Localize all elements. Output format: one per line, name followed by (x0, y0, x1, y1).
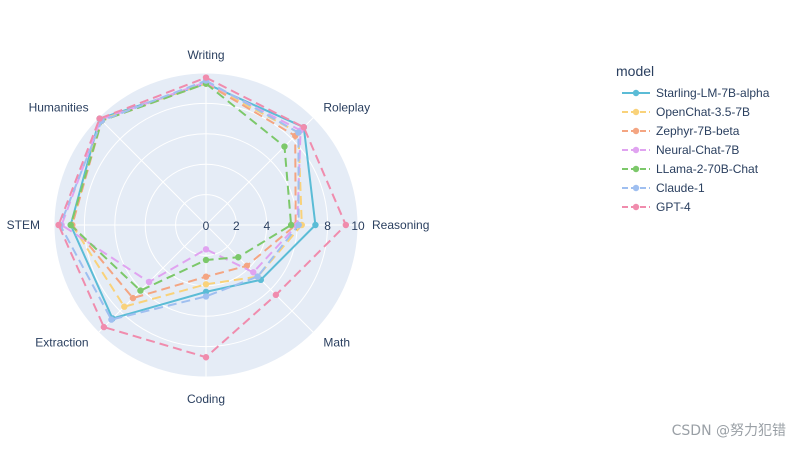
legend-item[interactable]: Starling-LM-7B-alpha (622, 86, 770, 100)
axis-label-math: Math (323, 335, 350, 349)
legend-label: Starling-LM-7B-alpha (656, 86, 770, 100)
legend-swatch-marker (632, 165, 640, 173)
legend-label: GPT-4 (656, 200, 691, 214)
data-point (287, 221, 295, 229)
legend-item[interactable]: OpenChat-3.5-7B (622, 105, 750, 119)
legend-swatch-marker (632, 146, 640, 154)
data-point (202, 256, 210, 264)
data-point (272, 291, 280, 299)
radial-tick-label: 4 (263, 219, 270, 233)
axis-label-stem: STEM (7, 218, 40, 232)
legend-swatch-marker (632, 127, 640, 135)
data-point (281, 143, 288, 150)
axis-label-roleplay: Roleplay (323, 101, 370, 115)
data-point (250, 269, 257, 276)
data-point (300, 123, 308, 131)
legend-item[interactable]: Claude-1 (622, 181, 705, 195)
data-point (235, 254, 242, 261)
axis-label-writing: Writing (187, 48, 224, 62)
legend-label: LLama-2-70B-Chat (656, 162, 759, 176)
data-point (202, 273, 210, 280)
legend-swatch-marker (632, 184, 640, 192)
legend-item[interactable]: LLama-2-70B-Chat (622, 162, 759, 176)
grid-spoke (98, 117, 207, 226)
series-gpt-4 (55, 74, 350, 361)
radial-tick-label: 10 (351, 219, 365, 233)
data-point (202, 74, 210, 81)
legend-label: Neural-Chat-7B (656, 143, 739, 157)
legend-item[interactable]: Neural-Chat-7B (622, 143, 739, 157)
grid-spoke (98, 224, 207, 333)
series-group (55, 74, 350, 361)
series-line (60, 81, 302, 284)
data-point (202, 293, 210, 300)
axis-label-extraction: Extraction (35, 335, 88, 349)
data-point (96, 115, 103, 122)
axis-label-reasoning: Reasoning (372, 218, 429, 232)
data-point (129, 294, 137, 302)
data-point (67, 221, 74, 229)
data-point (295, 221, 302, 229)
data-point (342, 221, 350, 229)
data-point (137, 287, 144, 294)
series-llama-2-70b-chat (67, 80, 295, 294)
data-point (202, 354, 210, 361)
legend-swatch-marker (632, 108, 640, 116)
data-point (145, 278, 153, 286)
legend-swatch-marker (632, 89, 640, 97)
data-point (55, 221, 62, 229)
legend-title: model (616, 63, 654, 79)
legend-label: Zephyr-7B-beta (656, 124, 740, 138)
watermark: CSDN @努力犯错 (671, 423, 786, 439)
data-point (108, 316, 115, 323)
data-point (202, 246, 210, 253)
data-point (202, 281, 210, 288)
axis-label-humanities: Humanities (29, 101, 89, 115)
legend-item[interactable]: Zephyr-7B-beta (622, 124, 740, 138)
data-point (121, 303, 128, 310)
legend-label: Claude-1 (656, 181, 705, 195)
radial-tick-label: 0 (203, 219, 210, 233)
data-point (254, 273, 261, 280)
axis-label-coding: Coding (187, 392, 225, 406)
legend-swatch-marker (632, 203, 640, 211)
data-point (100, 323, 108, 331)
legend-item[interactable]: GPT-4 (622, 200, 691, 214)
legend-label: OpenChat-3.5-7B (656, 105, 750, 119)
radial-tick-label: 2 (233, 219, 240, 233)
angular-axis-labels: Writing Roleplay Reasoning Math Coding Extrac… (7, 48, 430, 406)
data-point (295, 129, 302, 136)
data-point (312, 221, 319, 229)
data-point (202, 288, 210, 296)
radial-tick-label: 8 (324, 219, 331, 233)
